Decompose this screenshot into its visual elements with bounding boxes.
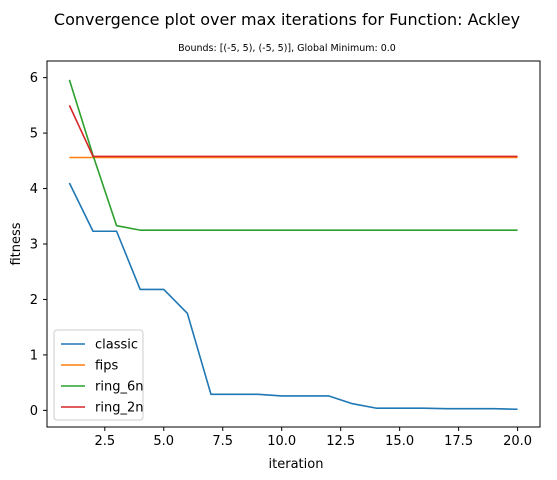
y-tick-label: 4 [30, 182, 38, 197]
legend: classic fips ring_6n ring_2n [53, 329, 144, 421]
x-tick-label: 5.0 [153, 434, 174, 449]
x-tick-label: 10.0 [267, 434, 296, 449]
y-tick-label: 5 [30, 127, 38, 142]
y-tick-label: 0 [30, 404, 38, 419]
x-tick-label: 20.0 [503, 434, 532, 449]
series-line-ring_2n [68, 105, 518, 158]
x-tick-label: 15.0 [385, 434, 414, 449]
y-axis-label: fitness [9, 222, 24, 265]
y-tick-label: 1 [30, 348, 38, 363]
legend-box [53, 329, 144, 421]
x-tick-label: 17.5 [444, 434, 473, 449]
y-tick-label: 2 [30, 293, 38, 308]
x-axis-ticks: 2.5 5.0 7.5 10.0 12.5 15.0 17.5 20.0 [94, 427, 532, 449]
x-tick-label: 2.5 [94, 434, 115, 449]
x-tick-label: 7.5 [212, 434, 233, 449]
chart-title: Convergence plot over max iterations for… [54, 10, 520, 29]
x-axis-label: iteration [269, 457, 324, 472]
y-axis-ticks: 0 1 2 3 4 5 6 [30, 71, 47, 419]
plot-frame [46, 60, 541, 428]
series-line-ring_6n [68, 79, 518, 231]
legend-label: fips [95, 359, 118, 374]
legend-label: ring_2n [95, 401, 143, 416]
legend-label: classic [95, 338, 138, 353]
chart-subtitle: Bounds: [(-5, 5), (-5, 5)], Global Minim… [178, 43, 396, 54]
y-tick-label: 6 [30, 71, 38, 86]
legend-label: ring_6n [95, 380, 143, 395]
series-line-classic [68, 182, 518, 411]
x-tick-label: 12.5 [326, 434, 355, 449]
series-lines [68, 79, 518, 411]
y-tick-label: 3 [30, 238, 38, 253]
